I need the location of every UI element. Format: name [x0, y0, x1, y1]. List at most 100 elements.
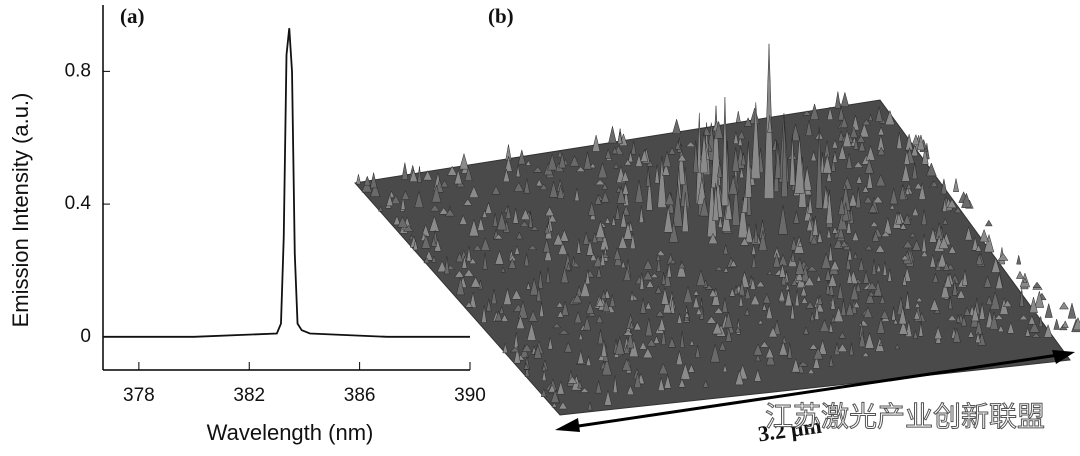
- surface-spike: [512, 208, 519, 224]
- surface-spike: [1059, 301, 1069, 310]
- surface-spike: [685, 141, 696, 147]
- surface-spike: [855, 174, 863, 184]
- surface-spike: [738, 279, 746, 297]
- surface-spike: [595, 219, 606, 239]
- surface-spike: [513, 345, 521, 364]
- surface-spike: [848, 342, 854, 356]
- surface-spike: [430, 235, 437, 247]
- surface-spike: [1027, 315, 1036, 325]
- surface-spike: [921, 233, 927, 252]
- x-tick-label: 378: [123, 385, 155, 406]
- surface-spike: [884, 109, 896, 126]
- surface-spike: [412, 239, 419, 251]
- surface-spike: [809, 312, 815, 322]
- surface-spike: [845, 253, 852, 270]
- x-tick-label: 382: [233, 385, 265, 406]
- surface-spike: [800, 285, 808, 297]
- surface-spike: [579, 279, 591, 297]
- surface-spike: [1043, 323, 1053, 338]
- surface-spike: [864, 158, 874, 174]
- surface-spike: [942, 217, 949, 225]
- surface-spike: [806, 217, 814, 232]
- surface-spike: [1007, 321, 1015, 334]
- surface-spike: [902, 240, 913, 249]
- surface-spike: [896, 131, 903, 149]
- surface-spike: [1029, 296, 1038, 313]
- surface-spike: [794, 135, 805, 194]
- surface-spike: [1002, 299, 1013, 307]
- surface-spike: [459, 152, 469, 170]
- surface-spike: [790, 278, 798, 286]
- surface-spike: [559, 228, 570, 242]
- surface-spike: [879, 294, 886, 304]
- surface-spike: [536, 286, 542, 302]
- surface-spike: [468, 185, 480, 198]
- surface-spike: [913, 309, 921, 320]
- surface-spike: [979, 228, 989, 243]
- surface-spike: [694, 345, 701, 358]
- surface-spike: [735, 111, 741, 123]
- surface-spike: [921, 209, 928, 226]
- surface-spike: [842, 176, 853, 190]
- surface-spike: [865, 289, 875, 304]
- surface-spike: [469, 292, 477, 308]
- surface-spike: [630, 141, 637, 155]
- surface-spike: [822, 185, 830, 209]
- surface-spike: [753, 368, 762, 382]
- surface-spike: [677, 153, 687, 162]
- surface-spike: [521, 343, 533, 352]
- surface-spike: [676, 312, 683, 324]
- surface-spike: [733, 131, 739, 144]
- surface-spike: [626, 330, 635, 349]
- surface-spike: [812, 355, 821, 369]
- surface-spike: [737, 135, 743, 146]
- surface-spike: [837, 343, 848, 352]
- surface-spike: [515, 164, 521, 178]
- surface-spike: [861, 351, 870, 357]
- surface-spike: [498, 305, 505, 314]
- surface-spike: [853, 137, 859, 150]
- surface-spike: [837, 197, 846, 215]
- surface-spike: [505, 205, 512, 219]
- surface-spike: [830, 155, 836, 172]
- surface-spike: [400, 196, 406, 210]
- surface-spike: [519, 221, 530, 227]
- surface-spike: [431, 183, 442, 203]
- surface-spike: [905, 185, 910, 195]
- surface-spike: [555, 301, 564, 308]
- surface-spike: [729, 259, 738, 267]
- surface-spike: [749, 277, 756, 290]
- surface-spike: [985, 294, 993, 305]
- surface-spike: [639, 298, 647, 314]
- surface-spike: [997, 324, 1005, 333]
- surface-spike: [809, 102, 820, 120]
- surface-spike: [464, 165, 473, 181]
- surface-spike: [718, 341, 727, 351]
- surface-spike: [609, 294, 616, 307]
- surface-spike: [794, 289, 800, 307]
- surface-spike: [947, 314, 958, 321]
- surface-spike: [603, 390, 613, 406]
- surface-spike: [905, 182, 912, 190]
- surface-spike: [960, 314, 968, 327]
- surface-spike: [393, 215, 401, 226]
- surface-spike: [878, 341, 884, 347]
- surface-spike: [866, 170, 874, 189]
- surface-spike: [963, 306, 971, 316]
- surface-spike: [913, 182, 923, 190]
- surface-spike: [517, 149, 526, 165]
- surface-spike: [397, 216, 408, 228]
- surface-spike: [663, 374, 672, 389]
- surface-spike: [768, 326, 778, 338]
- surface-spike: [678, 377, 686, 388]
- surface-spike: [696, 269, 706, 286]
- surface-spike: [713, 120, 724, 139]
- surface-spike: [370, 181, 381, 197]
- y-tick-label: 0: [80, 326, 91, 347]
- surface-spike: [831, 139, 839, 149]
- surface-spike: [864, 245, 874, 251]
- surface-spike: [807, 368, 815, 374]
- x-axis-title: Wavelength (nm): [207, 420, 374, 445]
- surface-spike: [526, 322, 537, 341]
- surface-spike: [868, 203, 878, 213]
